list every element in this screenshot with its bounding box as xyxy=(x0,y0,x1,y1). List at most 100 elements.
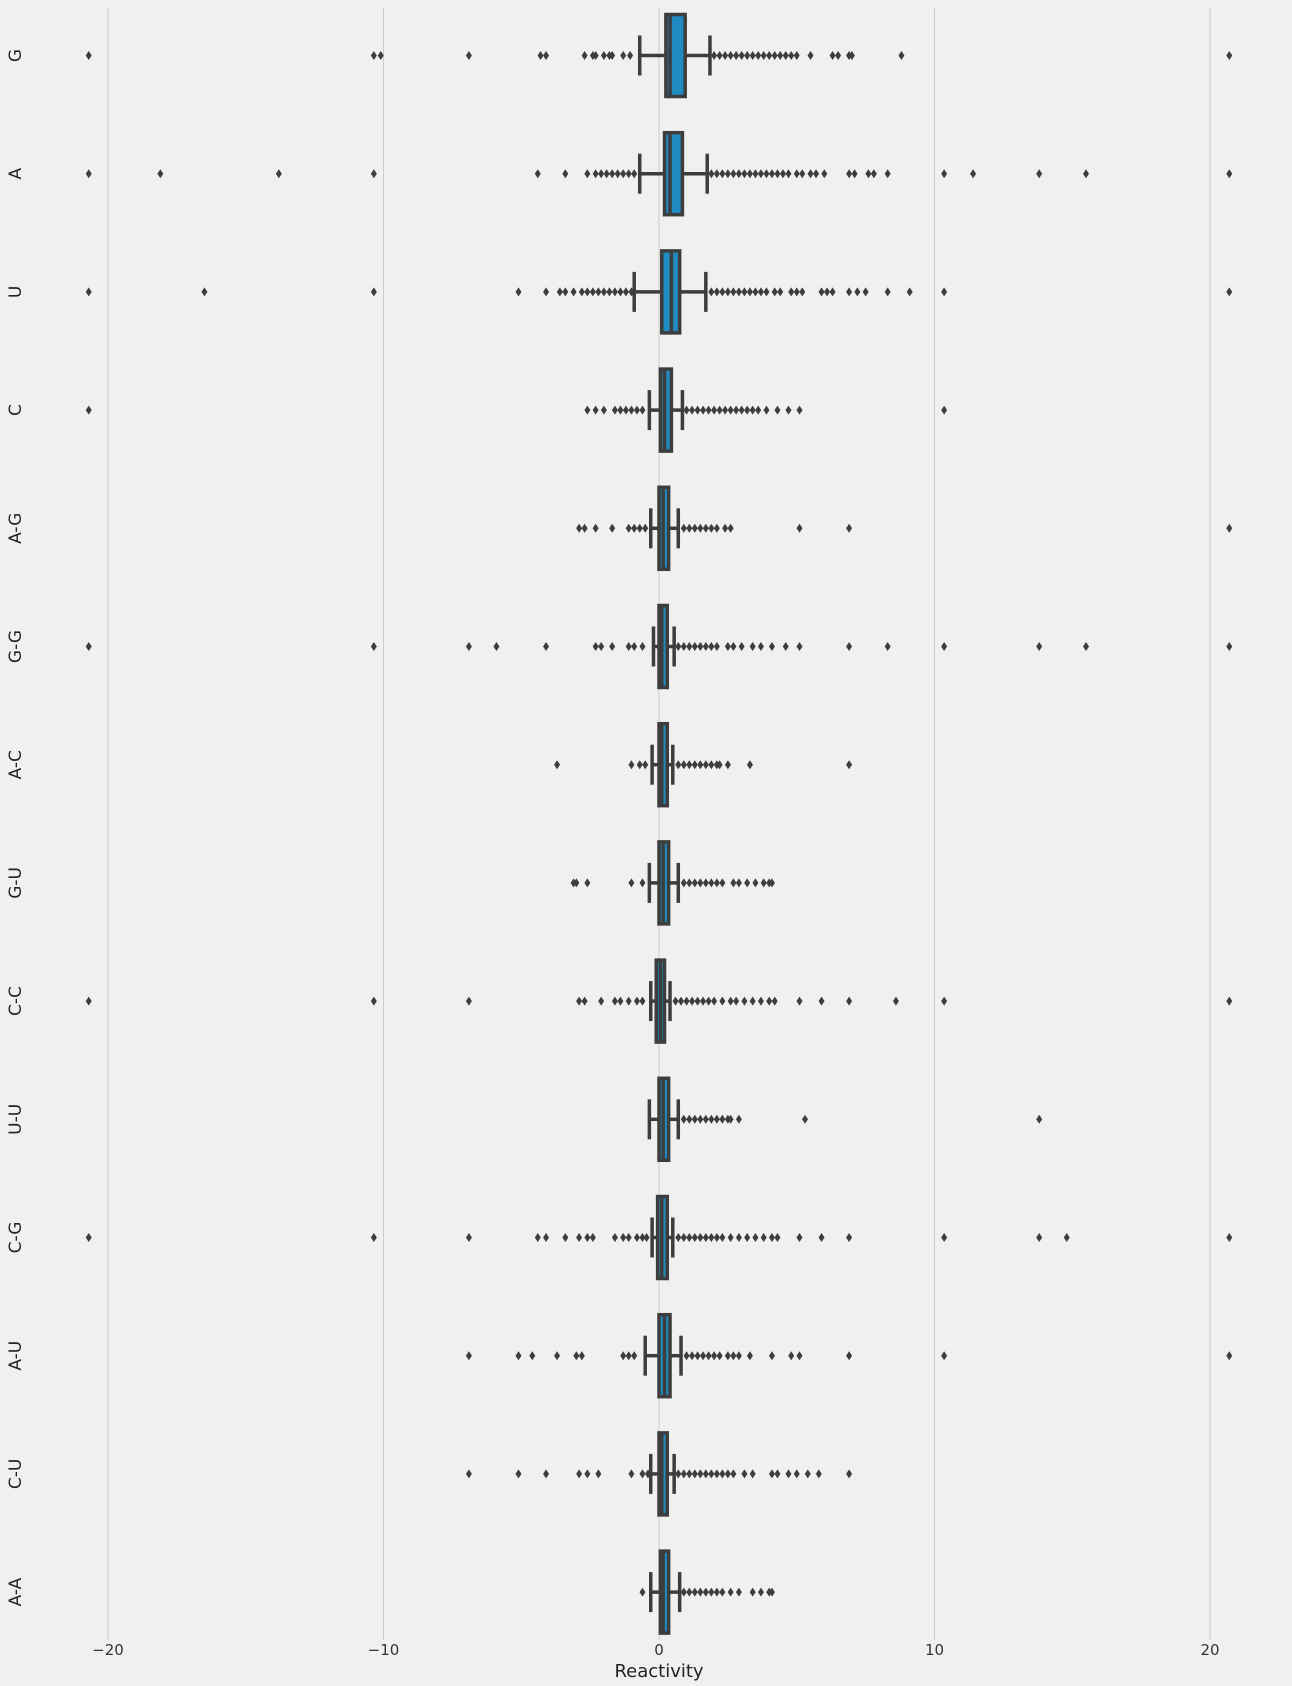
outlier-point xyxy=(600,51,607,60)
outlier-point xyxy=(625,642,632,651)
outlier-point xyxy=(724,1351,731,1361)
outlier-point xyxy=(719,1114,726,1124)
outlier-point xyxy=(85,1233,92,1242)
box-row-A xyxy=(85,130,1233,217)
outlier-point xyxy=(700,405,707,415)
outlier-point xyxy=(724,760,731,770)
outlier-point xyxy=(702,1469,709,1479)
outlier-point xyxy=(722,405,729,415)
outlier-point xyxy=(724,642,731,651)
outlier-point xyxy=(746,287,753,297)
outlier-point xyxy=(702,760,709,770)
box-row-C xyxy=(85,367,948,453)
outlier-point xyxy=(680,642,687,651)
outlier-point xyxy=(592,405,599,415)
outlier-point xyxy=(639,405,646,415)
outlier-point xyxy=(870,169,877,179)
outlier-point xyxy=(686,523,693,533)
outlier-point xyxy=(708,523,715,533)
outlier-point xyxy=(713,878,720,888)
outlier-point xyxy=(606,287,613,297)
outlier-point xyxy=(576,1233,583,1242)
outlier-point xyxy=(768,1587,775,1597)
outlier-point xyxy=(768,1233,775,1242)
outlier-point xyxy=(573,878,580,888)
outlier-point xyxy=(749,1587,756,1597)
outlier-point xyxy=(642,760,649,770)
outlier-point xyxy=(713,642,720,651)
outlier-point xyxy=(702,1587,709,1597)
outlier-point xyxy=(578,287,585,297)
outlier-point xyxy=(625,1351,632,1361)
outlier-point xyxy=(727,1114,734,1124)
outlier-point xyxy=(672,996,679,1006)
outlier-point xyxy=(1226,287,1233,297)
outlier-point xyxy=(760,51,767,60)
outlier-point xyxy=(735,1351,742,1361)
outlier-point xyxy=(782,642,789,651)
outlier-point xyxy=(370,287,377,297)
outlier-point xyxy=(675,642,682,651)
outlier-point xyxy=(941,1351,948,1361)
outlier-point xyxy=(813,169,820,179)
outlier-point xyxy=(799,287,806,297)
outlier-point xyxy=(603,169,610,179)
box-row-G-U xyxy=(570,840,775,926)
outlier-point xyxy=(735,1233,742,1242)
outlier-point xyxy=(757,169,764,179)
outlier-point xyxy=(85,287,92,297)
outlier-point xyxy=(749,51,756,60)
outlier-point xyxy=(529,1351,536,1361)
outlier-point xyxy=(730,169,737,179)
outlier-point xyxy=(639,1233,646,1242)
outlier-point xyxy=(755,405,762,415)
outlier-point xyxy=(846,287,853,297)
outlier-point xyxy=(620,169,627,179)
outlier-point xyxy=(1036,1233,1043,1242)
outlier-point xyxy=(757,287,764,297)
outlier-point xyxy=(716,51,723,60)
outlier-point xyxy=(835,51,842,60)
outlier-point xyxy=(941,996,948,1006)
outlier-point xyxy=(562,1233,569,1242)
outlier-point xyxy=(719,287,726,297)
outlier-point xyxy=(675,1469,682,1479)
outlier-point xyxy=(777,51,784,60)
box-row-U xyxy=(85,249,1233,335)
outlier-point xyxy=(735,169,742,179)
outlier-point xyxy=(744,51,751,60)
outlier-point xyxy=(592,51,599,60)
outlier-point xyxy=(702,878,709,888)
box-row-A-G xyxy=(576,485,1233,572)
outlier-point xyxy=(686,1233,693,1242)
outlier-point xyxy=(617,405,624,415)
y-category-label: A-C xyxy=(6,750,26,779)
outlier-point xyxy=(611,996,618,1006)
y-category-label: U-U xyxy=(6,1104,26,1135)
outlier-point xyxy=(1226,51,1233,60)
y-axis-categories: G A U C A-G G-G A-C G-U C-C U-U C-G A-U C-U A-A xyxy=(6,49,26,1607)
box-row-C-U xyxy=(465,1431,853,1517)
outlier-point xyxy=(85,169,92,179)
outlier-point xyxy=(595,287,602,297)
outlier-point xyxy=(465,1469,472,1479)
outlier-point xyxy=(700,1351,707,1361)
outlier-point xyxy=(465,996,472,1006)
y-category-label: A-U xyxy=(6,1341,26,1371)
outlier-point xyxy=(1226,523,1233,533)
outlier-point xyxy=(763,169,770,179)
outlier-point xyxy=(785,1469,792,1479)
outlier-point xyxy=(581,51,588,60)
outlier-point xyxy=(749,996,756,1006)
outlier-point xyxy=(680,760,687,770)
outlier-point xyxy=(573,1351,580,1361)
outlier-point xyxy=(970,169,977,179)
outlier-point xyxy=(722,523,729,533)
outlier-point xyxy=(730,287,737,297)
outlier-point xyxy=(898,51,905,60)
outlier-point xyxy=(749,642,756,651)
outlier-point xyxy=(757,996,764,1006)
outlier-point xyxy=(785,169,792,179)
outlier-point xyxy=(796,1351,803,1361)
outlier-point xyxy=(627,51,634,60)
